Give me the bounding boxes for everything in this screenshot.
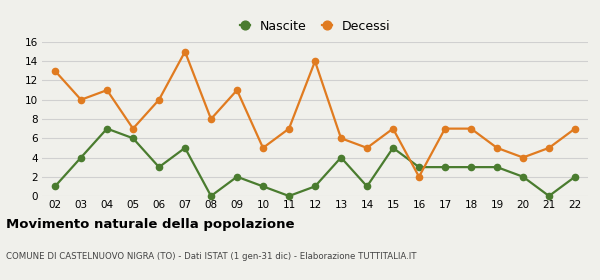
Decessi [442, 127, 449, 130]
Decessi [364, 146, 371, 150]
Nascite [208, 194, 215, 198]
Decessi [493, 146, 500, 150]
Nascite [520, 175, 527, 178]
Text: Movimento naturale della popolazione: Movimento naturale della popolazione [6, 218, 295, 231]
Decessi [181, 50, 188, 53]
Nascite [311, 185, 319, 188]
Decessi [337, 137, 344, 140]
Decessi [520, 156, 527, 159]
Nascite [442, 165, 449, 169]
Decessi [259, 146, 266, 150]
Nascite [545, 194, 553, 198]
Nascite [259, 185, 266, 188]
Nascite [286, 194, 293, 198]
Nascite [493, 165, 500, 169]
Nascite [52, 185, 59, 188]
Decessi [571, 127, 578, 130]
Nascite [337, 156, 344, 159]
Nascite [130, 137, 137, 140]
Decessi [545, 146, 553, 150]
Nascite [181, 146, 188, 150]
Decessi [415, 175, 422, 178]
Decessi [155, 98, 163, 101]
Nascite [571, 175, 578, 178]
Decessi [130, 127, 137, 130]
Decessi [103, 88, 110, 92]
Decessi [389, 127, 397, 130]
Decessi [311, 60, 319, 63]
Decessi [286, 127, 293, 130]
Nascite [364, 185, 371, 188]
Decessi [208, 117, 215, 121]
Line: Nascite: Nascite [52, 125, 578, 199]
Nascite [155, 165, 163, 169]
Decessi [52, 69, 59, 73]
Text: COMUNE DI CASTELNUOVO NIGRA (TO) - Dati ISTAT (1 gen-31 dic) - Elaborazione TUTT: COMUNE DI CASTELNUOVO NIGRA (TO) - Dati … [6, 252, 416, 261]
Nascite [77, 156, 85, 159]
Decessi [77, 98, 85, 101]
Nascite [415, 165, 422, 169]
Nascite [389, 146, 397, 150]
Nascite [103, 127, 110, 130]
Decessi [233, 88, 241, 92]
Nascite [467, 165, 475, 169]
Nascite [233, 175, 241, 178]
Legend: Nascite, Decessi: Nascite, Decessi [240, 20, 390, 33]
Line: Decessi: Decessi [52, 48, 578, 180]
Decessi [467, 127, 475, 130]
